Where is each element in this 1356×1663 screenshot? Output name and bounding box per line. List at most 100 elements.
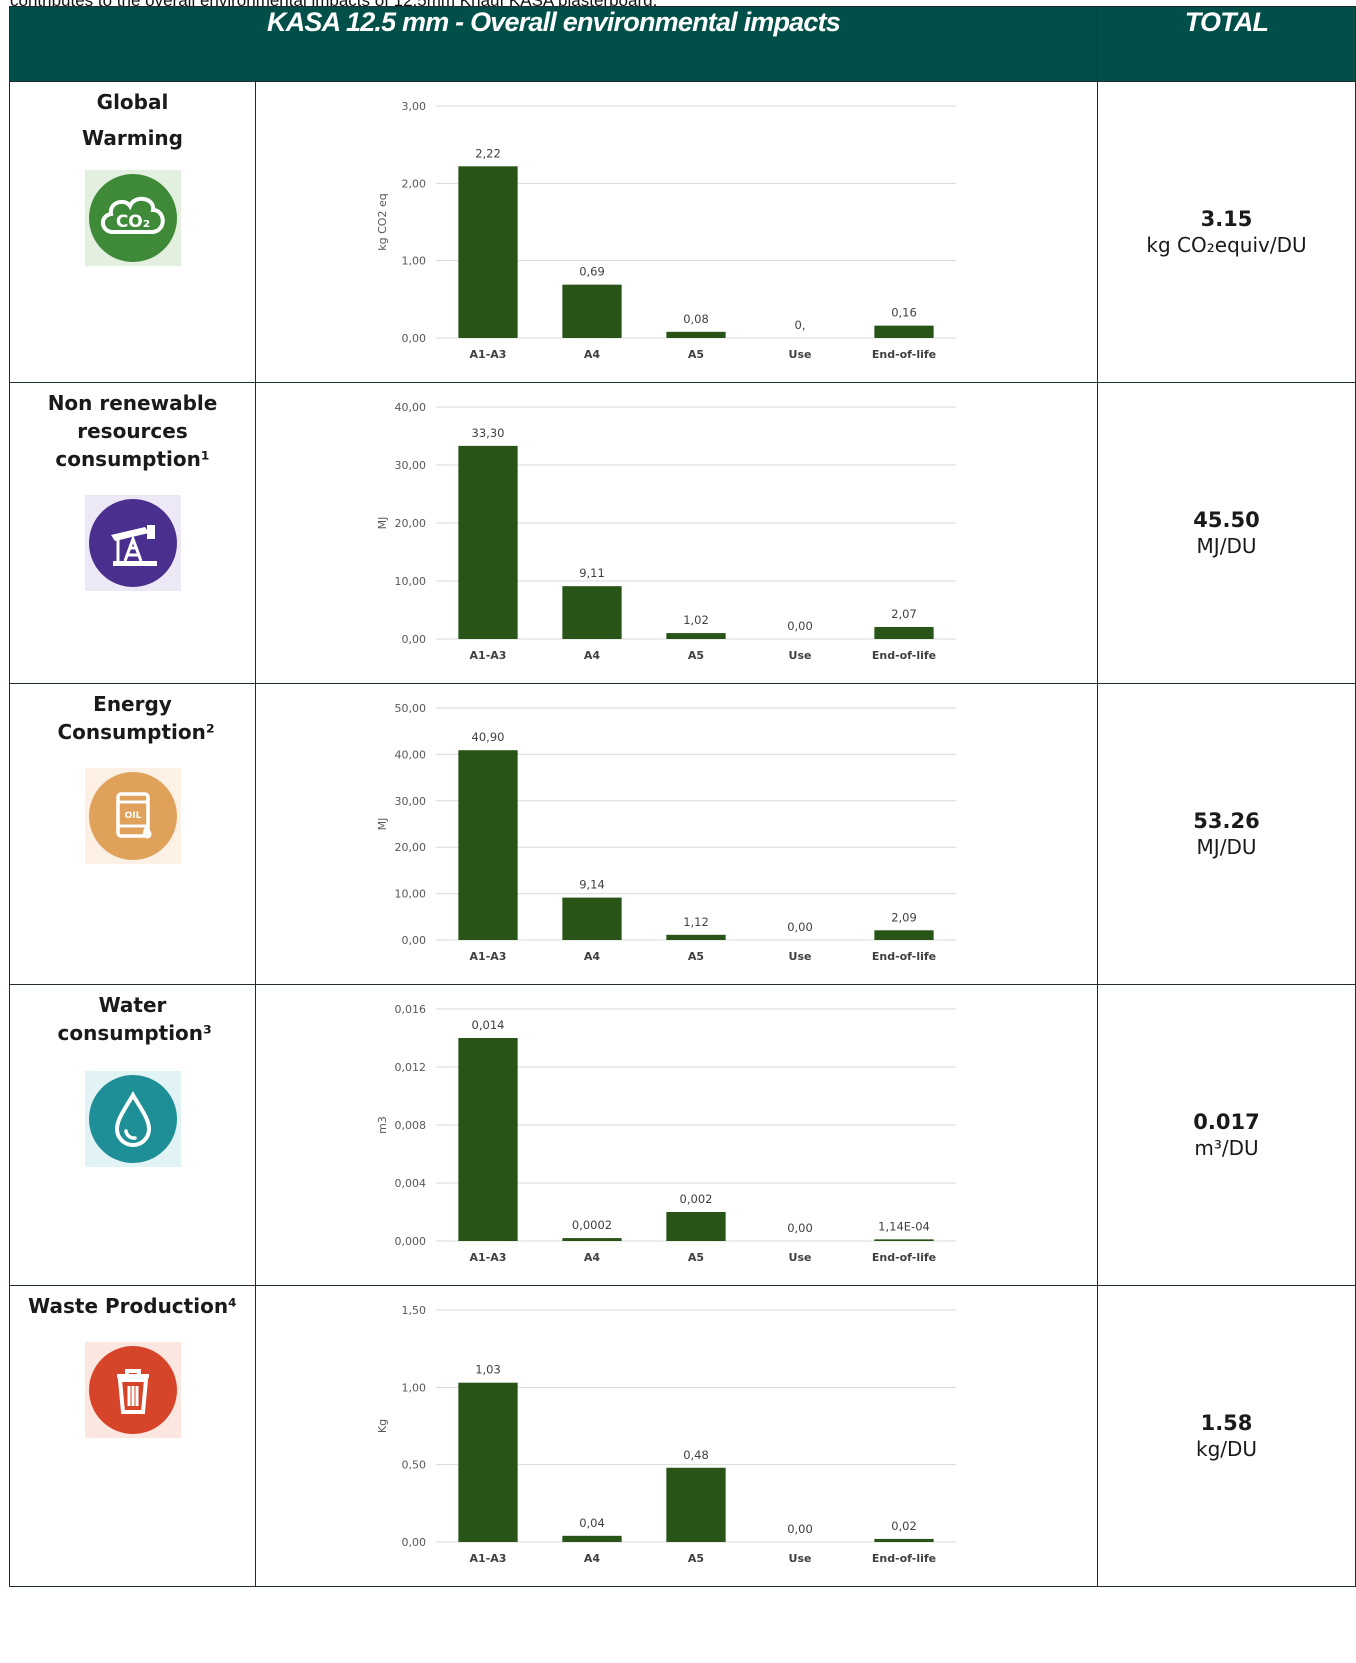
category-cell: Non renewable resources consumption¹ xyxy=(9,382,256,684)
y-tick-label: 0,004 xyxy=(395,1177,427,1190)
y-axis-label: MJ xyxy=(376,517,389,530)
total-value: 3.15 xyxy=(1200,207,1253,231)
bar xyxy=(666,633,726,639)
x-tick-label: End-of-life xyxy=(872,1251,936,1264)
category-title: Energy Consumption² xyxy=(57,692,215,744)
category-title: Water consumption³ xyxy=(57,993,212,1045)
category-cell: Waste Production⁴ xyxy=(9,1285,256,1587)
environmental-impacts-table: KASA 12.5 mm - Overall environmental imp… xyxy=(8,6,1356,1587)
data-label: 2,22 xyxy=(475,146,501,160)
x-tick-label: A5 xyxy=(688,1251,704,1264)
data-label: 0,00 xyxy=(787,920,813,934)
bar xyxy=(458,1038,518,1241)
category-title: Non renewable resources consumption¹ xyxy=(47,391,218,471)
bar xyxy=(666,934,726,940)
data-label: 0,00 xyxy=(787,619,813,633)
bar xyxy=(666,1212,726,1241)
y-tick-label: 40,00 xyxy=(395,748,427,761)
chart-cell: 0,00 1,00 2,00 3,00 kg CO2 eq 2,22 A1-A3 0,69 A4… xyxy=(254,81,1099,383)
x-tick-label: A1-A3 xyxy=(470,1552,507,1565)
data-label: 1,12 xyxy=(683,915,709,929)
total-cell: 53.26 MJ/DU xyxy=(1097,683,1356,985)
total-cell: 0.017 m³/DU xyxy=(1097,984,1356,1286)
oil-pump-icon xyxy=(84,495,181,591)
y-tick-label: 3,00 xyxy=(402,100,427,113)
data-label: 0,014 xyxy=(472,1018,505,1032)
data-label: 1,14E-04 xyxy=(878,1219,930,1233)
x-tick-label: End-of-life xyxy=(872,950,936,963)
data-label: 0,0002 xyxy=(572,1218,612,1232)
bar xyxy=(458,166,518,338)
y-tick-label: 1,00 xyxy=(402,255,427,268)
y-axis-label: m3 xyxy=(376,1116,389,1134)
y-tick-label: 10,00 xyxy=(395,888,427,901)
x-tick-label: A1-A3 xyxy=(470,649,507,662)
y-axis-label: Kg xyxy=(376,1419,389,1433)
y-tick-label: 10,00 xyxy=(395,575,427,588)
impact-row-non-renewable-resources: Non renewable resources consumption¹ 0,0… xyxy=(9,382,1356,684)
y-tick-label: 20,00 xyxy=(395,841,427,854)
data-label: 0,16 xyxy=(891,306,917,320)
y-tick-label: 0,00 xyxy=(402,633,427,646)
bar xyxy=(562,897,622,940)
y-tick-label: 0,00 xyxy=(402,934,427,947)
total-unit: MJ/DU xyxy=(1196,534,1257,558)
y-tick-label: 40,00 xyxy=(395,401,427,414)
x-tick-label: A1-A3 xyxy=(470,348,507,361)
waste-production-bar-chart: 0,00 0,50 1,00 1,50 Kg 1,03 A1-A3 0,04 A4 0,48 A5 0… xyxy=(376,1304,956,1565)
intro-text: contributes to the overall environmental… xyxy=(10,0,658,10)
bar xyxy=(562,586,622,639)
chart-cell: 0,00 0,50 1,00 1,50 Kg 1,03 A1-A3 0,04 A4 0,48 A5 0… xyxy=(254,1285,1099,1587)
bar xyxy=(562,1238,622,1241)
y-tick-label: 0,016 xyxy=(395,1003,427,1016)
bar xyxy=(458,445,518,639)
data-label: 0,00 xyxy=(787,1522,813,1536)
x-tick-label: A5 xyxy=(688,1552,704,1565)
total-unit: MJ/DU xyxy=(1196,835,1257,859)
data-label: 0,08 xyxy=(683,312,709,326)
bar xyxy=(458,750,518,940)
co2-cloud-icon: CO₂ xyxy=(84,170,181,266)
data-label: 0,04 xyxy=(579,1516,605,1530)
data-label: 33,30 xyxy=(472,426,505,440)
x-tick-label: Use xyxy=(789,950,812,963)
y-tick-label: 30,00 xyxy=(395,459,427,472)
x-tick-label: Use xyxy=(789,348,812,361)
x-tick-label: Use xyxy=(789,1251,812,1264)
non-renewable-resources-bar-chart: 0,00 10,00 20,00 30,00 40,00 MJ 33,30 A1-A3 9,11… xyxy=(376,401,956,662)
category-title: Waste Production⁴ xyxy=(28,1294,237,1318)
total-value: 1.58 xyxy=(1200,1411,1253,1435)
bar xyxy=(874,325,934,338)
data-label: 1,03 xyxy=(475,1363,501,1377)
category-cell: Energy Consumption² OIL xyxy=(9,683,256,985)
total-cell: 45.50 MJ/DU xyxy=(1097,382,1356,684)
chart-cell: 0,000 0,004 0,008 0,012 0,016 m3 0,014 A1-A3 0,0… xyxy=(254,984,1099,1286)
data-label: 0,48 xyxy=(683,1448,709,1462)
x-tick-label: A1-A3 xyxy=(470,1251,507,1264)
y-tick-label: 50,00 xyxy=(395,702,427,715)
x-tick-label: A5 xyxy=(688,950,704,963)
category-cell: Water consumption³ xyxy=(9,984,256,1286)
svg-text:CO₂: CO₂ xyxy=(115,212,149,232)
x-tick-label: End-of-life xyxy=(872,1552,936,1565)
x-tick-label: Use xyxy=(789,1552,812,1565)
x-tick-label: End-of-life xyxy=(872,348,936,361)
data-label: 40,90 xyxy=(472,730,505,744)
table-header-row: KASA 12.5 mm - Overall environmental imp… xyxy=(8,6,1356,82)
total-value: 45.50 xyxy=(1193,508,1260,532)
y-tick-label: 1,50 xyxy=(402,1304,427,1317)
data-label: 1,02 xyxy=(683,613,709,627)
bar xyxy=(874,1538,934,1542)
total-unit: kg CO₂equiv/DU xyxy=(1146,233,1307,257)
impact-row-water-consumption: Water consumption³ 0,000 0,004 0,008 0,012 0… xyxy=(9,984,1356,1286)
total-column-header: TOTAL xyxy=(1097,6,1356,82)
x-tick-label: A1-A3 xyxy=(470,950,507,963)
y-axis-label: MJ xyxy=(376,818,389,831)
total-value: 0.017 xyxy=(1193,1110,1260,1134)
category-title: Global Warming xyxy=(82,90,183,150)
x-tick-label: Use xyxy=(789,649,812,662)
x-tick-label: A4 xyxy=(584,1251,601,1264)
total-unit: kg/DU xyxy=(1195,1437,1258,1461)
x-tick-label: A4 xyxy=(584,348,601,361)
bar xyxy=(666,1467,726,1542)
